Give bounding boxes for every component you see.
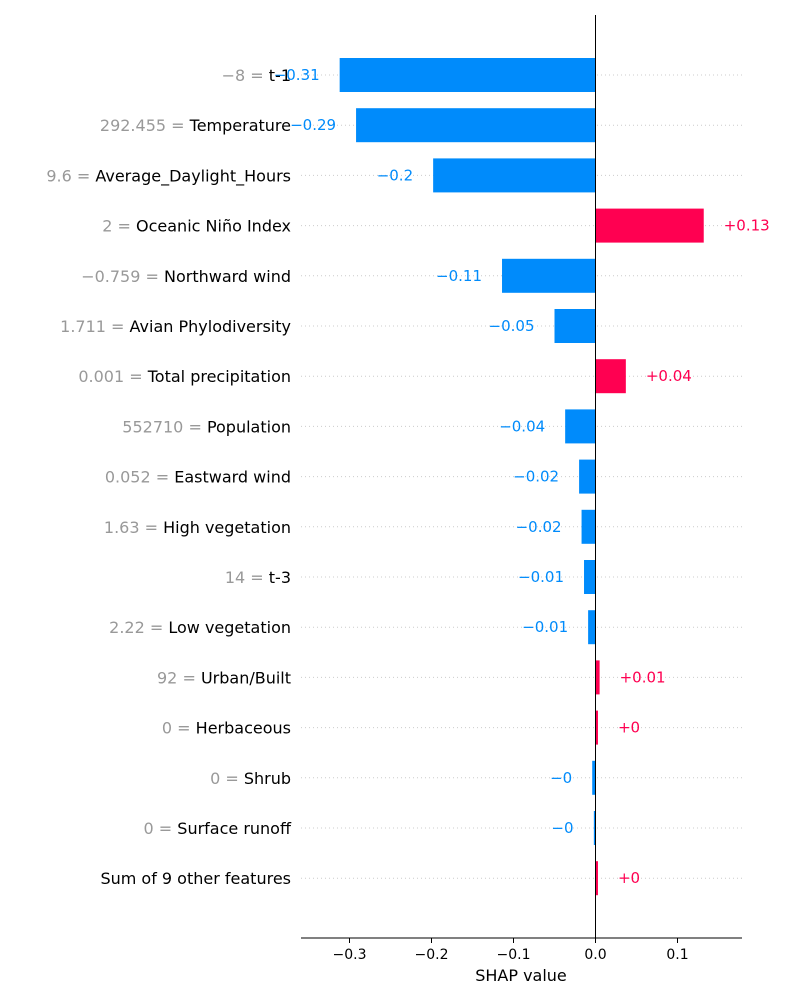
feature-label: 1.63 = High vegetation: [104, 518, 291, 537]
feature-name: Northward wind: [164, 267, 291, 286]
bar-value-label: −0.2: [377, 166, 413, 184]
bar-value-label: −0: [551, 819, 573, 837]
feature-name: Avian Phylodiversity: [130, 317, 291, 336]
x-axis-label: SHAP value: [475, 966, 567, 985]
shap-bar: [554, 309, 596, 343]
bar-value-labels: −0.31 −0.29 −0.2 +0.13 −0.11 −0.05 +0.04 −0.04 −…: [274, 66, 770, 887]
bar-value-label: +0.01: [620, 668, 666, 686]
feature-value: −0.759 =: [81, 267, 164, 286]
feature-label: 292.455 = Temperature: [100, 116, 291, 135]
x-tick-label: 0.0: [584, 947, 606, 963]
feature-value: 2.22 =: [109, 618, 168, 637]
bar-value-label: −0: [550, 769, 572, 787]
feature-value: 1.711 =: [60, 317, 129, 336]
feature-name: Temperature: [189, 116, 291, 135]
bar-value-label: −0.11: [436, 267, 482, 285]
feature-name: Urban/Built: [201, 668, 291, 687]
x-axis: −0.3 −0.2 −0.1 0.0 0.1: [301, 937, 742, 963]
bar-value-label: −0.05: [489, 317, 535, 335]
feature-name: Shrub: [244, 769, 291, 788]
shap-bar: [592, 760, 596, 795]
shap-bar: [595, 660, 600, 695]
feature-name: Average_Daylight_Hours: [95, 166, 291, 186]
feature-value: 292.455 =: [100, 116, 190, 135]
x-tick-label: −0.2: [415, 947, 449, 963]
feature-name: t-1: [269, 66, 291, 85]
bar-value-label: −0.01: [518, 568, 564, 586]
shap-bar: [502, 258, 596, 293]
feature-label: 0.052 = Eastward wind: [105, 468, 291, 487]
feature-name: Oceanic Niño Index: [136, 217, 291, 236]
bar-value-label: +0.04: [646, 367, 692, 385]
feature-name: Population: [207, 417, 291, 436]
feature-label: 2.22 = Low vegetation: [109, 618, 291, 637]
shap-bar: [433, 158, 596, 193]
shap-bar: [588, 610, 596, 645]
feature-value: 0 =: [162, 719, 196, 738]
feature-value: 14 =: [225, 568, 269, 587]
shap-bar: [579, 459, 596, 494]
feature-name: Sum of 9 other features: [100, 869, 291, 888]
feature-label: 0 = Herbaceous: [162, 719, 291, 738]
feature-name: Herbaceous: [196, 719, 291, 738]
shap-bar: [356, 108, 596, 143]
shap-bar: [339, 58, 596, 92]
shap-bar: [565, 409, 596, 444]
feature-label: 14 = t-3: [225, 568, 291, 587]
feature-label: 92 = Urban/Built: [157, 668, 291, 687]
feature-label: Sum of 9 other features: [100, 869, 291, 888]
feature-name: t-3: [269, 568, 291, 587]
shap-bar: [595, 710, 598, 745]
feature-label: 0 = Shrub: [210, 769, 291, 788]
shap-bar: [593, 811, 596, 845]
feature-value: 0 =: [210, 769, 244, 788]
bar-value-label: −0.31: [274, 66, 320, 84]
feature-label: 552710 = Population: [122, 417, 291, 436]
shap-bar: [581, 509, 596, 544]
shap-bar: [595, 359, 626, 394]
bar-value-label: −0.04: [499, 417, 545, 435]
feature-value: 1.63 =: [104, 518, 163, 537]
feature-name: Total precipitation: [147, 367, 291, 386]
feature-value: 0.001 =: [78, 367, 147, 386]
feature-labels: −8 = t-1 292.455 = Temperature 9.6 = Avera…: [46, 66, 292, 888]
feature-label: 1.711 = Avian Phylodiversity: [60, 317, 291, 336]
feature-value: 92 =: [157, 668, 201, 687]
feature-value: −8 =: [222, 66, 269, 85]
feature-name: High vegetation: [163, 518, 291, 537]
bar-value-label: +0: [618, 869, 640, 887]
shap-bar: [584, 560, 596, 594]
x-tick-label: 0.1: [666, 947, 688, 963]
shap-bar: [595, 861, 598, 896]
bar-value-label: +0.13: [724, 217, 770, 235]
feature-label: −8 = t-1: [222, 66, 291, 85]
feature-label: 2 = Oceanic Niño Index: [102, 217, 291, 236]
feature-value: 2 =: [102, 217, 136, 236]
bar-value-label: +0: [618, 719, 640, 737]
feature-name: Low vegetation: [168, 618, 291, 637]
feature-label: 9.6 = Average_Daylight_Hours: [46, 166, 291, 186]
feature-value: 9.6 =: [46, 166, 95, 185]
x-tick-label: −0.3: [333, 947, 367, 963]
bar-value-label: −0.29: [290, 116, 336, 134]
bar-value-label: −0.01: [522, 618, 568, 636]
feature-label: 0.001 = Total precipitation: [78, 367, 291, 386]
bars: [339, 58, 704, 896]
feature-value: 0 =: [144, 819, 178, 838]
feature-label: −0.759 = Northward wind: [81, 267, 291, 286]
bar-value-label: −0.02: [516, 518, 562, 536]
feature-label: 0 = Surface runoff: [144, 819, 292, 838]
x-tick-label: −0.1: [497, 947, 531, 963]
shap-bar: [595, 208, 704, 243]
feature-name: Eastward wind: [174, 468, 291, 487]
bar-value-label: −0.02: [513, 468, 559, 486]
feature-value: 0.052 =: [105, 468, 174, 487]
feature-name: Surface runoff: [177, 819, 292, 838]
feature-value: 552710 =: [122, 417, 207, 436]
